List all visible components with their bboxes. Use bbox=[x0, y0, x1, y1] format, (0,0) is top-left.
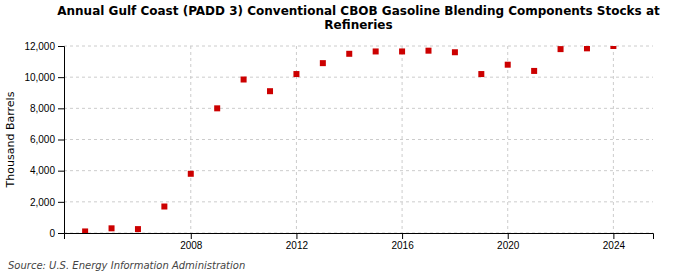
x-axis-line bbox=[65, 234, 654, 240]
y-axis-line bbox=[58, 47, 65, 234]
y-tick-label: 12,000 bbox=[24, 41, 55, 52]
x-tick-label: 2008 bbox=[180, 240, 203, 251]
y-tick-label: 2,000 bbox=[30, 197, 55, 208]
point bbox=[293, 71, 299, 77]
title: Annual Gulf Coast (PADD 3) Conventional … bbox=[57, 4, 660, 32]
point bbox=[558, 46, 564, 52]
y-tick-mark bbox=[58, 140, 64, 141]
points bbox=[82, 46, 616, 233]
y-tick-label: 8,000 bbox=[30, 103, 55, 114]
grid-line-y bbox=[64, 139, 653, 140]
y-tick-label: 4,000 bbox=[30, 165, 55, 176]
plot-area: 2008 2012 2016 2020 2024 0 2,000 4,000 6,000 8,00… bbox=[24, 41, 653, 251]
x-tick: 2016 bbox=[391, 233, 414, 251]
grid-line-y bbox=[64, 77, 653, 78]
point bbox=[399, 48, 405, 54]
x-axis: 2008 2012 2016 2020 2024 bbox=[65, 233, 654, 251]
x-tick-mark bbox=[402, 233, 403, 239]
point bbox=[346, 51, 352, 57]
point bbox=[241, 77, 247, 83]
y-tick-mark bbox=[58, 202, 64, 203]
point bbox=[531, 68, 537, 74]
grid-line-x bbox=[613, 46, 614, 233]
y-tick: 12,000 bbox=[24, 41, 64, 52]
point bbox=[452, 49, 458, 55]
y-tick: 4,000 bbox=[30, 165, 64, 176]
grid bbox=[64, 46, 653, 233]
x-tick: 2012 bbox=[286, 233, 309, 251]
point bbox=[188, 171, 194, 177]
x-tick-mark bbox=[296, 233, 297, 239]
point bbox=[161, 204, 167, 210]
x-tick-mark bbox=[191, 233, 192, 239]
x-tick: 2020 bbox=[497, 233, 520, 251]
y-tick-label: 6,000 bbox=[30, 134, 55, 145]
point bbox=[82, 228, 88, 233]
y-tick: 2,000 bbox=[30, 197, 64, 208]
y-axis: 0 2,000 4,000 6,000 8,000 10,000 12,000 bbox=[24, 41, 64, 239]
y-tick: 10,000 bbox=[24, 72, 64, 83]
point bbox=[425, 48, 431, 54]
x-tick: 2008 bbox=[180, 233, 203, 251]
y-tick: 0 bbox=[49, 228, 64, 239]
y-tick: 6,000 bbox=[30, 134, 64, 145]
y-tick-label: 0 bbox=[49, 228, 55, 239]
x-tick: 2024 bbox=[603, 233, 626, 251]
x-tick-label: 2024 bbox=[603, 240, 626, 251]
grid-line-y bbox=[64, 201, 653, 202]
grid-line-y bbox=[64, 170, 653, 171]
y-tick-label: 10,000 bbox=[24, 72, 55, 83]
grid-line-y bbox=[64, 108, 653, 109]
point bbox=[505, 62, 511, 68]
point bbox=[610, 46, 616, 49]
x-tick-mark bbox=[613, 233, 614, 239]
source: Source: U.S. Energy Information Administ… bbox=[8, 260, 245, 271]
point bbox=[320, 60, 326, 66]
point bbox=[267, 88, 273, 94]
y-tick-mark bbox=[58, 108, 64, 109]
point bbox=[135, 226, 141, 232]
point bbox=[109, 225, 115, 231]
point bbox=[373, 48, 379, 54]
x-tick-label: 2016 bbox=[391, 240, 414, 251]
chart: 2008 2012 2016 2020 2024 0 2,000 4,000 6,000 8,00… bbox=[0, 0, 675, 275]
y-tick-mark bbox=[58, 233, 64, 234]
point bbox=[478, 71, 484, 77]
grid-line-y bbox=[64, 46, 653, 47]
y-axis-label: Thousand Barrels bbox=[4, 91, 17, 188]
x-tick-mark bbox=[508, 233, 509, 239]
point bbox=[584, 46, 590, 51]
x-tick-label: 2012 bbox=[286, 240, 309, 251]
y-tick-mark bbox=[58, 171, 64, 172]
y-tick: 8,000 bbox=[30, 103, 64, 114]
x-tick-label: 2020 bbox=[497, 240, 520, 251]
point bbox=[214, 105, 220, 111]
y-tick-mark bbox=[58, 77, 64, 78]
y-tick-mark bbox=[58, 46, 64, 47]
